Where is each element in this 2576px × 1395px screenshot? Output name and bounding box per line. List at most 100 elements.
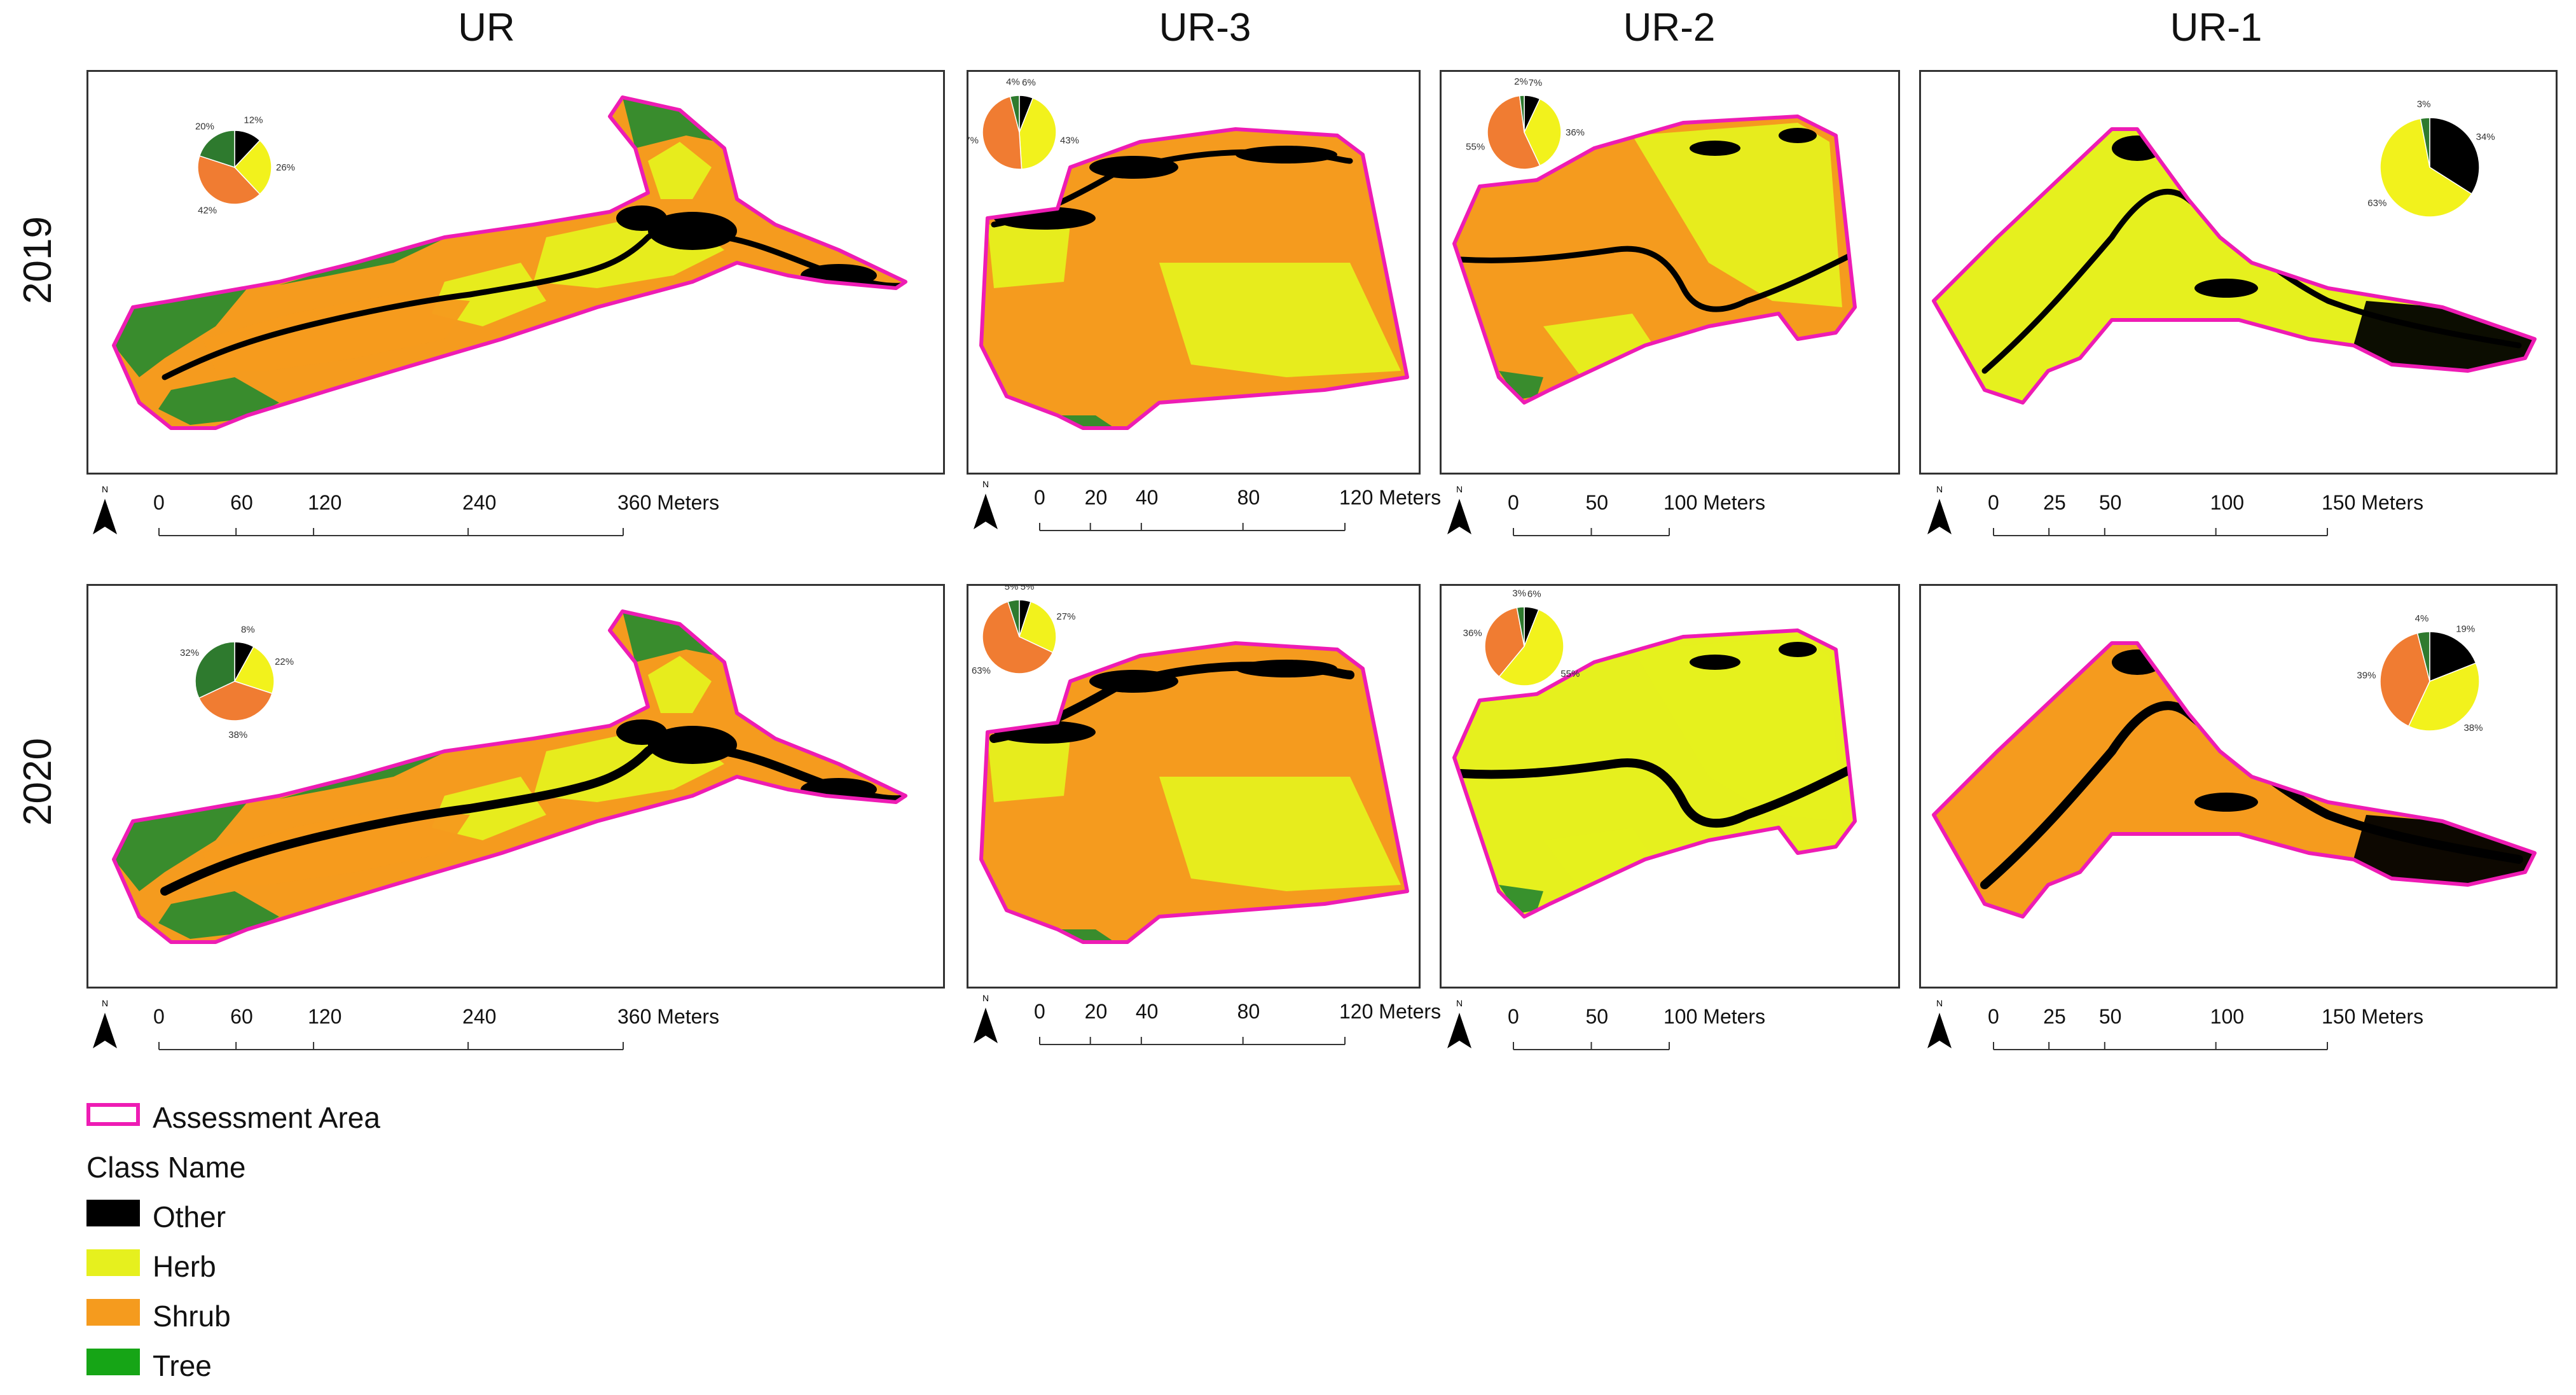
north-arrow-icon: N <box>970 478 1002 535</box>
pie-label-tree: 5% <box>1005 586 1019 592</box>
pie-slice-shrub <box>982 600 1054 674</box>
other-class-patch <box>616 205 667 231</box>
scale-bar-label: 0 <box>153 491 165 514</box>
scale-bar-label: 25 <box>2043 1005 2066 1028</box>
river-channel <box>162 224 906 380</box>
class-share-pie: 34% 63% 3% <box>2367 99 2495 218</box>
pie-slice-herb <box>1498 609 1564 686</box>
scale-bar-label: 360 Meters <box>617 491 720 514</box>
other-class-patch <box>1690 141 1740 156</box>
row-title-2020: 2020 <box>16 738 60 826</box>
scale-bar-label: 240 <box>462 1005 497 1028</box>
assessment-area-swatch <box>86 1103 140 1126</box>
pie-slice-tree <box>198 130 235 169</box>
scale-bar-label: 150 Meters <box>2322 1005 2424 1028</box>
north-label: N <box>1456 484 1463 494</box>
land-cover-patch-tree <box>623 97 718 148</box>
assessment-area-boundary <box>979 127 1409 430</box>
pie-label-herb: 26% <box>276 162 295 173</box>
pie-slice-tree <box>1519 95 1525 133</box>
scale-bar-label: 0 <box>1508 1005 1519 1028</box>
north-label: N <box>102 998 108 1008</box>
scale-bar-label: 20 <box>1084 1000 1108 1023</box>
pie-label-herb: 36% <box>1566 127 1585 138</box>
pie-label-other: 34% <box>2476 132 2495 142</box>
scale-bar-label: 0 <box>153 1005 165 1028</box>
pie-slice-tree <box>2416 631 2430 682</box>
pie-label-other: 19% <box>2456 623 2475 634</box>
other-class-patch <box>1690 655 1740 670</box>
pie-slice-tree <box>1009 95 1020 133</box>
river-channel <box>1457 246 1852 312</box>
swatch-other <box>86 1200 140 1226</box>
other-class-patch <box>1236 660 1337 677</box>
pie-slice-tree <box>195 641 235 699</box>
north-label: N <box>1936 484 1943 494</box>
scale-bar: 0 20 40 80 120 Meters <box>1033 999 1466 1056</box>
map-svg: 5% 27% 63% 5% <box>972 586 1409 944</box>
pie-label-tree: 3% <box>2417 99 2431 109</box>
column-title-ur-3: UR-3 <box>1159 6 1251 50</box>
north-arrow-icon: N <box>1924 997 1955 1054</box>
land-cover-patch-herb <box>1159 777 1401 891</box>
map-panel-ur-1-2020: 19% 38% 39% 4% <box>1919 584 2558 989</box>
north-arrow-icon: N <box>89 483 121 540</box>
assessment-area-boundary <box>979 641 1409 944</box>
pie-slice-herb <box>2380 118 2472 218</box>
map-svg: 7% 36% 55% 2% <box>1452 76 1857 405</box>
scale-bar-label: 0 <box>1508 491 1519 514</box>
scale-bar-label: 50 <box>1585 1005 1609 1028</box>
scale-bar-label: 150 Meters <box>2322 491 2424 514</box>
other-class-patch <box>1236 146 1337 163</box>
land-cover-patch-other <box>2353 301 2535 371</box>
map-svg: 34% 63% 3% <box>1932 99 2537 405</box>
pie-slice-shrub <box>1487 95 1541 170</box>
assessment-area-label: Assessment Area <box>153 1101 380 1134</box>
scale-bar: 0 25 50 100 150 Meters <box>1987 1004 2448 1061</box>
map-svg: 6% 43% 47% 4% <box>968 77 1409 430</box>
assessment-area-boundary <box>112 609 907 944</box>
column-title-ur-1: UR-1 <box>2170 6 2263 50</box>
scale-bar-label: 50 <box>2098 1005 2122 1028</box>
class-share-pie: 5% 27% 63% 5% <box>972 586 1075 676</box>
class-share-pie: 6% 55% 36% 3% <box>1463 588 1580 686</box>
legend-label-tree: Tree <box>153 1349 212 1382</box>
map-panel-ur-2019: 12% 26% 42% 20% <box>86 70 945 475</box>
map-svg: 6% 55% 36% 3% <box>1452 588 1857 919</box>
north-arrow-icon: N <box>1924 483 1955 540</box>
class-share-pie: 8% 22% 38% 32% <box>180 625 294 740</box>
river-channel <box>1456 758 1853 828</box>
north-arrow-icon: N <box>89 997 121 1054</box>
scale-bar-label: 50 <box>1585 491 1609 514</box>
pie-slice-tree <box>1516 606 1525 647</box>
scale-bar-label: 360 Meters <box>617 1005 720 1028</box>
land-cover-patch-herb <box>1159 263 1401 377</box>
map-panel-ur-1-2019: 34% 63% 3% <box>1919 70 2558 475</box>
river-channel <box>160 737 906 896</box>
scale-bar: 0 60 120 240 360 Meters <box>153 490 744 547</box>
class-share-pie: 6% 43% 47% 4% <box>968 77 1079 170</box>
pie-slice-herb <box>233 139 272 195</box>
scale-bar-label: 100 <box>2210 491 2245 514</box>
north-arrow-icon: N <box>970 992 1002 1049</box>
pie-slice-herb <box>2407 662 2480 732</box>
north-label: N <box>1936 998 1943 1008</box>
class-share-pie: 7% 36% 55% 2% <box>1466 76 1585 170</box>
other-class-patch <box>2194 279 2258 298</box>
land-cover-patch-tree <box>114 802 247 891</box>
scale-bar-label: 120 Meters <box>1339 1000 1442 1023</box>
scale-bar: 0 60 120 240 360 Meters <box>153 1004 744 1061</box>
north-arrow-icon: N <box>1443 997 1475 1054</box>
pie-label-herb: 63% <box>2367 198 2387 209</box>
other-class-patch <box>2112 135 2163 161</box>
pie-label-tree: 20% <box>195 121 214 132</box>
swatch-shrub <box>86 1299 140 1326</box>
scale-bar: 0 50 100 Meters <box>1507 490 1790 547</box>
other-class-patch <box>1779 642 1817 657</box>
scale-bar-label: 120 <box>308 491 342 514</box>
scale-bar: 0 50 100 Meters <box>1507 1004 1790 1061</box>
other-class-patch <box>1089 670 1178 693</box>
scale-bar-label: 20 <box>1084 486 1108 509</box>
land-cover-patch-tree <box>623 611 718 662</box>
scale-bar-label: 100 Meters <box>1663 491 1766 514</box>
